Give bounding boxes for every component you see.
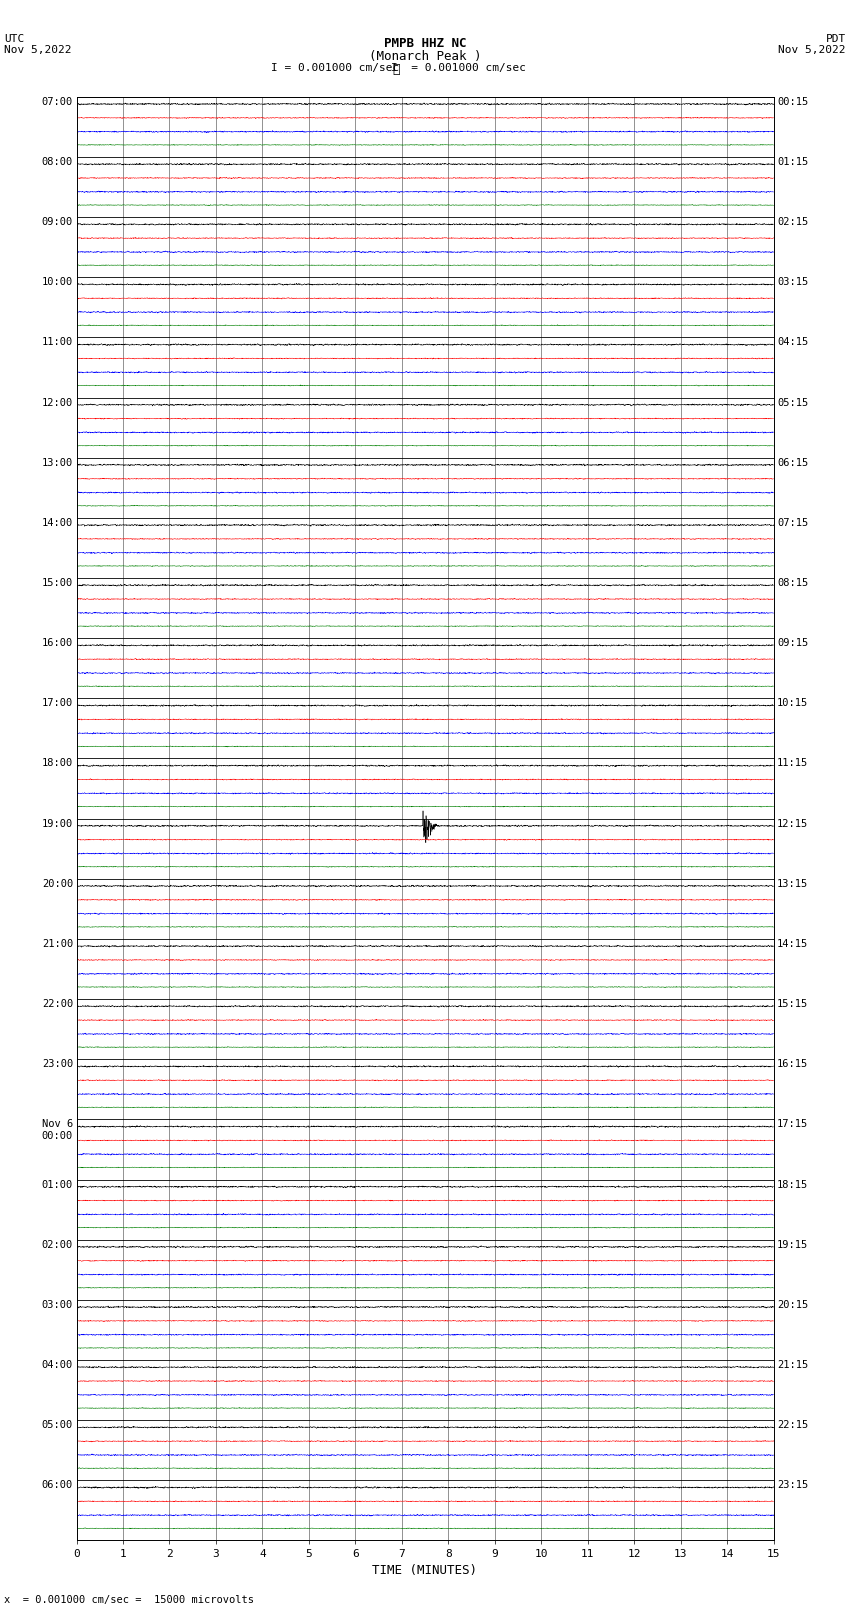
Text: 13:15: 13:15: [777, 879, 808, 889]
Text: 22:00: 22:00: [42, 998, 73, 1010]
Text: 20:00: 20:00: [42, 879, 73, 889]
Text: I  = 0.001000 cm/sec: I = 0.001000 cm/sec: [391, 63, 526, 73]
Text: Nov 5,2022: Nov 5,2022: [4, 45, 71, 55]
Text: 10:15: 10:15: [777, 698, 808, 708]
Text: 00:15: 00:15: [777, 97, 808, 106]
Text: 17:00: 17:00: [42, 698, 73, 708]
Text: 01:00: 01:00: [42, 1179, 73, 1189]
Text: 09:00: 09:00: [42, 218, 73, 227]
Text: 20:15: 20:15: [777, 1300, 808, 1310]
Text: 15:00: 15:00: [42, 577, 73, 589]
Text: 03:00: 03:00: [42, 1300, 73, 1310]
Text: 19:15: 19:15: [777, 1240, 808, 1250]
Text: 18:15: 18:15: [777, 1179, 808, 1189]
Text: 19:00: 19:00: [42, 819, 73, 829]
Text: 12:00: 12:00: [42, 397, 73, 408]
Text: 14:00: 14:00: [42, 518, 73, 527]
Text: ⎿: ⎿: [392, 63, 400, 76]
Text: 12:15: 12:15: [777, 819, 808, 829]
Text: Nov 5,2022: Nov 5,2022: [779, 45, 846, 55]
Text: 14:15: 14:15: [777, 939, 808, 948]
Text: 23:00: 23:00: [42, 1060, 73, 1069]
Text: 09:15: 09:15: [777, 639, 808, 648]
Text: 01:15: 01:15: [777, 156, 808, 166]
Text: 17:15: 17:15: [777, 1119, 808, 1129]
Text: 06:00: 06:00: [42, 1481, 73, 1490]
Text: UTC: UTC: [4, 34, 25, 44]
Text: 10:00: 10:00: [42, 277, 73, 287]
Text: 13:00: 13:00: [42, 458, 73, 468]
Text: 22:15: 22:15: [777, 1419, 808, 1431]
Text: I = 0.001000 cm/sec: I = 0.001000 cm/sec: [271, 63, 399, 73]
Text: 02:15: 02:15: [777, 218, 808, 227]
Text: 11:15: 11:15: [777, 758, 808, 768]
Text: 23:15: 23:15: [777, 1481, 808, 1490]
Text: 08:00: 08:00: [42, 156, 73, 166]
Text: 06:15: 06:15: [777, 458, 808, 468]
Text: 05:15: 05:15: [777, 397, 808, 408]
Text: PDT: PDT: [825, 34, 846, 44]
Text: 21:00: 21:00: [42, 939, 73, 948]
X-axis label: TIME (MINUTES): TIME (MINUTES): [372, 1563, 478, 1576]
Text: PMPB HHZ NC: PMPB HHZ NC: [383, 37, 467, 50]
Text: 11:00: 11:00: [42, 337, 73, 347]
Text: Nov 6
00:00: Nov 6 00:00: [42, 1119, 73, 1140]
Text: 16:00: 16:00: [42, 639, 73, 648]
Text: 04:00: 04:00: [42, 1360, 73, 1369]
Text: 18:00: 18:00: [42, 758, 73, 768]
Text: 21:15: 21:15: [777, 1360, 808, 1369]
Text: 04:15: 04:15: [777, 337, 808, 347]
Text: (Monarch Peak ): (Monarch Peak ): [369, 50, 481, 63]
Text: 15:15: 15:15: [777, 998, 808, 1010]
Text: 08:15: 08:15: [777, 577, 808, 589]
Text: 07:00: 07:00: [42, 97, 73, 106]
Text: 07:15: 07:15: [777, 518, 808, 527]
Text: x  = 0.001000 cm/sec =  15000 microvolts: x = 0.001000 cm/sec = 15000 microvolts: [4, 1595, 254, 1605]
Text: 03:15: 03:15: [777, 277, 808, 287]
Text: 05:00: 05:00: [42, 1419, 73, 1431]
Text: 02:00: 02:00: [42, 1240, 73, 1250]
Text: 16:15: 16:15: [777, 1060, 808, 1069]
